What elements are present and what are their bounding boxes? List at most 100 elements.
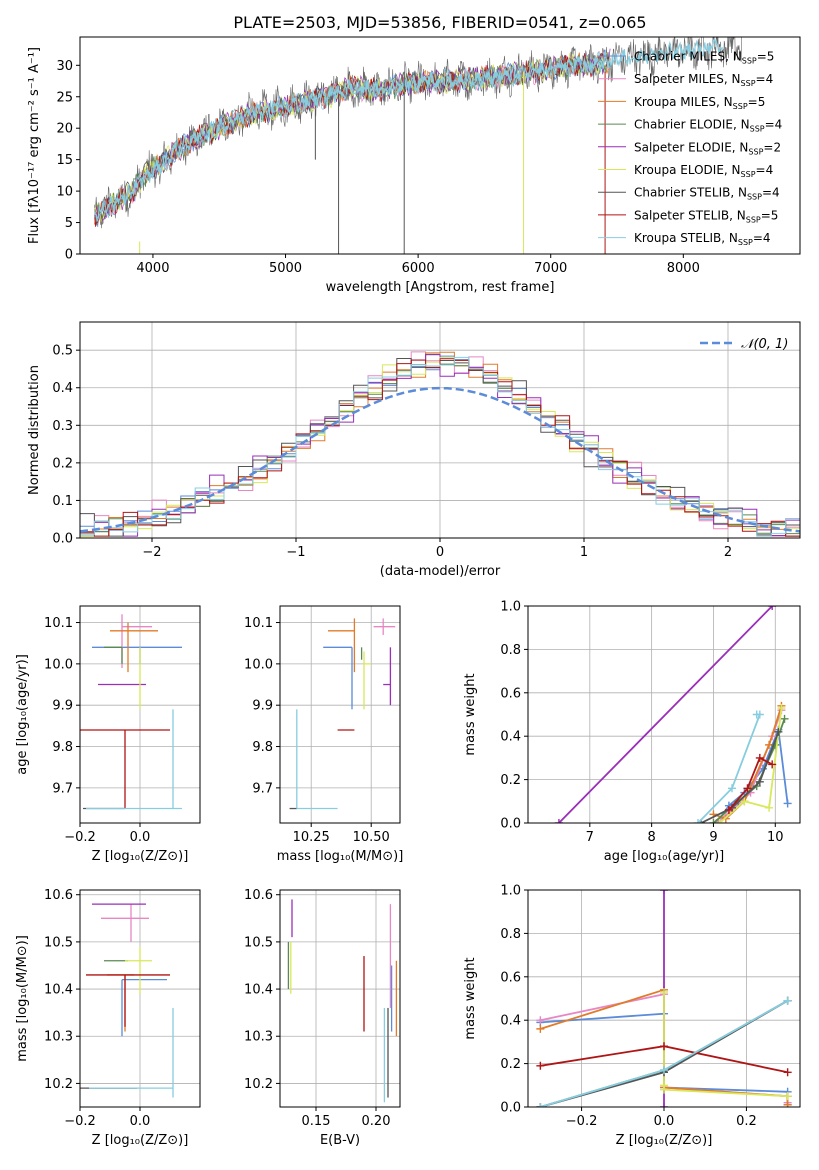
axes-frame bbox=[279, 889, 401, 1108]
weight-series-line bbox=[728, 756, 773, 811]
weight-series-marker bbox=[783, 1092, 792, 1101]
weight-series-marker bbox=[755, 753, 764, 762]
weight-series-marker bbox=[724, 805, 733, 814]
mass_vs_ebv-axes: 0.15 0.20 10.2 10.3 10.4 10.5 10.6 E(B-V) bbox=[244, 888, 401, 1148]
weight-series-marker bbox=[536, 1103, 545, 1107]
x-tick-label: −2 bbox=[142, 545, 161, 560]
weight_vs_Z-plot-area bbox=[536, 890, 792, 1107]
mass_vs_ebv-plot-area bbox=[287, 899, 398, 1103]
y-tick-label: 9.9 bbox=[52, 699, 73, 714]
x-tick-label: 0.20 bbox=[362, 1114, 391, 1129]
weight-series-marker bbox=[536, 1024, 545, 1033]
y-tick-label: 25 bbox=[56, 90, 73, 105]
weight-series-marker bbox=[752, 710, 761, 719]
y-tick-label: 10.2 bbox=[44, 1077, 73, 1092]
y-tick-label: 0.6 bbox=[500, 686, 521, 701]
weight-series-marker bbox=[728, 784, 736, 793]
y-tick-label: 10.1 bbox=[244, 616, 273, 631]
axes-frame bbox=[527, 889, 801, 1108]
y-tick-label: 5 bbox=[65, 216, 73, 231]
spectrum-legend: Chabrier MILES, NSSP=5 Salpeter MILES, NS… bbox=[598, 50, 782, 247]
x-axis-label: (data-model)/error bbox=[380, 564, 501, 579]
y-tick-label: 10.3 bbox=[244, 1030, 273, 1045]
x-tick-label: −0.2 bbox=[64, 1114, 96, 1129]
x-tick-label: 9 bbox=[709, 830, 717, 845]
age_vs_Z-axes: −0.2 0.0 9.7 9.8 9.9 10.0 10.1 Z [log₁₀(Z/Z⊙)] a… bbox=[15, 605, 201, 864]
legend-entry: 𝒩(0, 1) bbox=[741, 337, 788, 352]
age_vs_Z-plot-area bbox=[80, 614, 182, 810]
x-tick-label: 2 bbox=[724, 545, 732, 560]
age_vs_mass-axes: 10.25 10.50 9.7 9.8 9.9 10.0 10.1 mass [log₁₀(M… bbox=[244, 605, 404, 864]
axes-frame bbox=[79, 321, 801, 539]
y-tick-label: 10.4 bbox=[244, 983, 273, 998]
weight-series-line bbox=[719, 707, 783, 823]
y-tick-label: 20 bbox=[56, 122, 73, 137]
y-axis-label: mass weight bbox=[463, 673, 478, 755]
legend-entry: Chabrier MILES, NSSP=5 bbox=[634, 50, 774, 66]
weight_vs_Z-axes: −0.2 0.0 0.2 0.0 0.2 0.4 0.6 0.8 1.0 Z [log₁₀(Z/Z… bbox=[463, 884, 801, 1148]
legend-entry: Kroupa ELODIE, NSSP=4 bbox=[634, 163, 773, 179]
x-tick-label: −0.2 bbox=[566, 1114, 598, 1129]
normal-curve bbox=[80, 386, 800, 533]
x-tick-label: 7000 bbox=[534, 261, 567, 276]
x-tick-label: 10 bbox=[767, 830, 784, 845]
y-tick-label: 9.7 bbox=[252, 781, 273, 796]
weight-series-marker bbox=[774, 727, 783, 736]
y-tick-label: 10.0 bbox=[44, 657, 73, 672]
x-tick-label: 6000 bbox=[402, 261, 435, 276]
y-axis-label: Normed distribution bbox=[27, 365, 42, 495]
y-tick-label: 10.4 bbox=[44, 983, 73, 998]
spectrum-model-line bbox=[94, 38, 724, 222]
y-tick-label: 1.0 bbox=[500, 884, 521, 899]
x-tick-label: 10.50 bbox=[353, 830, 390, 845]
x-axis-label: Z [log₁₀(Z/Z⊙)] bbox=[616, 1133, 713, 1148]
weight-series-marker bbox=[694, 819, 702, 823]
y-axis-label: mass weight bbox=[463, 957, 478, 1039]
weight-series-marker bbox=[783, 1100, 792, 1107]
weight-series-marker bbox=[783, 996, 792, 1005]
y-tick-label: 0.0 bbox=[500, 1101, 521, 1116]
axes-frame bbox=[279, 605, 401, 824]
weight-series-marker bbox=[768, 606, 777, 610]
y-tick-label: 9.7 bbox=[52, 781, 73, 796]
x-tick-label: 0.0 bbox=[654, 1114, 675, 1129]
y-tick-label: 0.1 bbox=[52, 494, 73, 509]
legend-entry: Kroupa STELIB, NSSP=4 bbox=[634, 231, 771, 247]
axes-frame bbox=[79, 605, 201, 824]
weight-series-marker bbox=[765, 803, 774, 812]
y-tick-label: 0.2 bbox=[500, 1057, 521, 1072]
spectrum-plot-area bbox=[94, 37, 743, 254]
weight-series-marker bbox=[783, 1068, 792, 1077]
weight-series-marker bbox=[536, 1061, 545, 1070]
y-tick-label: 10.2 bbox=[244, 1077, 273, 1092]
mass_vs_Z-axes: −0.2 0.0 10.2 10.3 10.4 10.5 10.6 Z [log₁₀(Z/Z⊙… bbox=[15, 888, 201, 1148]
legend-entry: Chabrier STELIB, NSSP=4 bbox=[634, 186, 780, 202]
y-tick-label: 10.0 bbox=[244, 657, 273, 672]
weight-series-marker bbox=[536, 1016, 545, 1025]
weight-series-marker bbox=[755, 777, 764, 786]
y-tick-label: 0.2 bbox=[52, 456, 73, 471]
weight-series-marker bbox=[777, 703, 786, 712]
axes-frame bbox=[79, 889, 201, 1108]
y-tick-label: 1.0 bbox=[500, 600, 521, 615]
y-tick-label: 0.4 bbox=[52, 381, 73, 396]
y-axis-label: mass [log₁₀(M/M⊙)] bbox=[15, 935, 30, 1062]
weight_vs_age-axes: 7 8 9 10 0.0 0.2 0.4 0.6 0.8 1.0 age [log₁₀(age/yr… bbox=[463, 600, 801, 864]
weight-series-marker bbox=[660, 1085, 668, 1094]
x-axis-label: mass [log₁₀(M/M⊙)] bbox=[277, 849, 404, 864]
y-tick-label: 0.8 bbox=[500, 643, 521, 658]
weight-series-marker bbox=[780, 714, 789, 723]
x-tick-label: −1 bbox=[286, 545, 305, 560]
x-tick-label: 8000 bbox=[667, 261, 700, 276]
panels: 4000 5000 6000 7000 8000051015202530waveleng… bbox=[15, 36, 801, 1148]
y-tick-label: 10.5 bbox=[44, 935, 73, 950]
x-axis-label: E(B-V) bbox=[320, 1133, 360, 1148]
legend-entry: Kroupa MILES, NSSP=5 bbox=[634, 95, 765, 111]
weight-series-marker bbox=[709, 819, 718, 823]
y-axis-label: Flux [fλ10⁻¹⁷ erg cm⁻² s⁻¹ A⁻¹] bbox=[27, 47, 42, 244]
figure-title: PLATE=2503, MJD=53856, FIBERID=0541, z=0… bbox=[233, 13, 646, 32]
y-tick-label: 0.3 bbox=[52, 419, 73, 434]
x-tick-label: 8 bbox=[647, 830, 655, 845]
weight-series-line bbox=[700, 731, 780, 823]
